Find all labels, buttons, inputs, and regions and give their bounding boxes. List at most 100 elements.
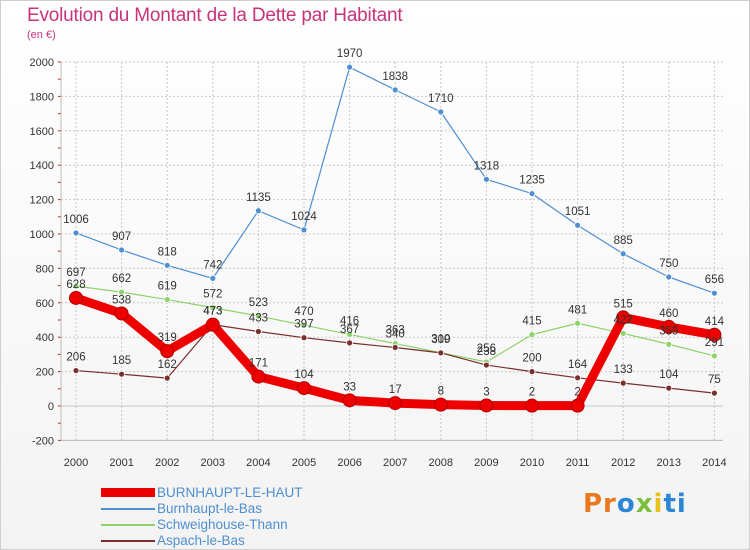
y-tick-label: 1800 <box>30 91 54 103</box>
data-label: 1051 <box>565 206 591 218</box>
data-point <box>254 312 262 320</box>
data-label: 473 <box>203 306 222 318</box>
data-label: 628 <box>66 279 85 291</box>
data-point <box>528 368 536 376</box>
data-point <box>297 381 311 396</box>
legend-label: Schweighouse-Thann <box>157 517 288 532</box>
data-label: 206 <box>66 352 85 364</box>
y-tick-label: 200 <box>36 367 54 379</box>
data-point <box>254 207 262 215</box>
data-label: 200 <box>522 353 541 365</box>
x-tick-label: 2000 <box>64 457 88 469</box>
data-point <box>528 190 536 197</box>
data-point <box>391 344 399 351</box>
data-point <box>711 389 718 397</box>
data-point <box>707 327 722 342</box>
y-tick-label: 1000 <box>30 229 54 241</box>
legend-swatch <box>101 488 155 497</box>
data-point <box>300 226 308 234</box>
data-label: 171 <box>249 358 268 370</box>
data-point <box>205 317 220 332</box>
legend-label: Burnhaupt-le-Bas <box>157 501 263 516</box>
data-label: 742 <box>203 259 222 271</box>
data-point <box>437 108 445 116</box>
y-tick-label: 2000 <box>30 57 54 69</box>
data-label: 133 <box>614 364 633 376</box>
data-point <box>574 319 581 327</box>
data-label: 363 <box>386 325 405 337</box>
series <box>69 63 722 413</box>
legend-swatch <box>101 540 155 542</box>
y-tick-label: 0 <box>48 401 54 413</box>
data-point <box>160 344 175 359</box>
data-label: 538 <box>112 294 131 306</box>
data-point <box>300 334 308 342</box>
y-tick-label: 600 <box>36 298 54 310</box>
data-label: 415 <box>522 316 541 328</box>
data-point <box>163 261 171 269</box>
data-point <box>118 370 125 378</box>
data-label: 414 <box>705 316 725 328</box>
data-label: 8 <box>438 386 444 398</box>
data-point <box>482 361 490 369</box>
data-label: 697 <box>66 267 85 279</box>
data-label: 367 <box>340 324 359 336</box>
data-label: 104 <box>294 369 314 381</box>
legend-swatch <box>101 508 155 510</box>
data-label: 473 <box>203 306 222 318</box>
data-label: 750 <box>659 258 678 270</box>
data-point <box>391 86 399 94</box>
legend-swatch <box>101 524 155 526</box>
data-point <box>300 321 308 329</box>
data-label: 1838 <box>382 71 408 83</box>
data-label: 662 <box>112 273 131 285</box>
data-point <box>665 340 673 348</box>
data-label: 75 <box>708 374 721 386</box>
data-label: 422 <box>614 314 633 326</box>
data-point <box>616 310 631 325</box>
data-label: 2 <box>574 387 580 399</box>
x-tick-label: 2013 <box>657 457 681 469</box>
data-point <box>574 374 581 382</box>
data-point <box>665 384 673 392</box>
proxiti-logo: Proxiti <box>583 489 687 519</box>
data-point <box>528 331 536 339</box>
x-tick-label: 2014 <box>702 457 726 469</box>
data-point <box>118 288 125 296</box>
legend-label: BURNHAUPT-LE-HAUT <box>157 485 303 500</box>
data-label: 470 <box>294 306 313 318</box>
data-label: 1024 <box>291 211 317 223</box>
data-label: 340 <box>386 329 405 341</box>
y-tick-label: 800 <box>36 263 54 275</box>
data-label: 1135 <box>246 192 271 204</box>
data-label: 619 <box>158 281 177 293</box>
x-tick-label: 2012 <box>611 457 635 469</box>
x-tick-label: 2011 <box>566 457 590 469</box>
data-point <box>433 397 448 412</box>
data-point <box>661 319 676 334</box>
x-tick-label: 2006 <box>337 457 361 469</box>
data-point <box>479 398 494 413</box>
x-tick-label: 2010 <box>520 457 544 469</box>
data-label: 104 <box>659 369 679 381</box>
data-labels: 1006 907 818 742 1135 1024 1970 1838 1710 1318 123… <box>63 48 724 398</box>
data-label: 1970 <box>337 48 363 60</box>
data-label: 319 <box>158 332 177 344</box>
data-label: 309 <box>431 334 450 346</box>
data-label: 433 <box>249 313 268 325</box>
x-tick-label: 2009 <box>474 457 498 469</box>
data-label: 515 <box>614 298 633 310</box>
data-point <box>69 290 83 305</box>
data-point <box>574 221 581 229</box>
data-point <box>711 352 718 360</box>
data-point <box>346 63 354 71</box>
data-point <box>114 306 129 321</box>
data-point <box>711 289 718 297</box>
data-label: 17 <box>389 384 402 396</box>
y-tick-label: -200 <box>32 435 54 447</box>
data-label: 481 <box>568 304 587 316</box>
data-label: 818 <box>158 246 177 258</box>
data-label: 656 <box>705 274 724 286</box>
